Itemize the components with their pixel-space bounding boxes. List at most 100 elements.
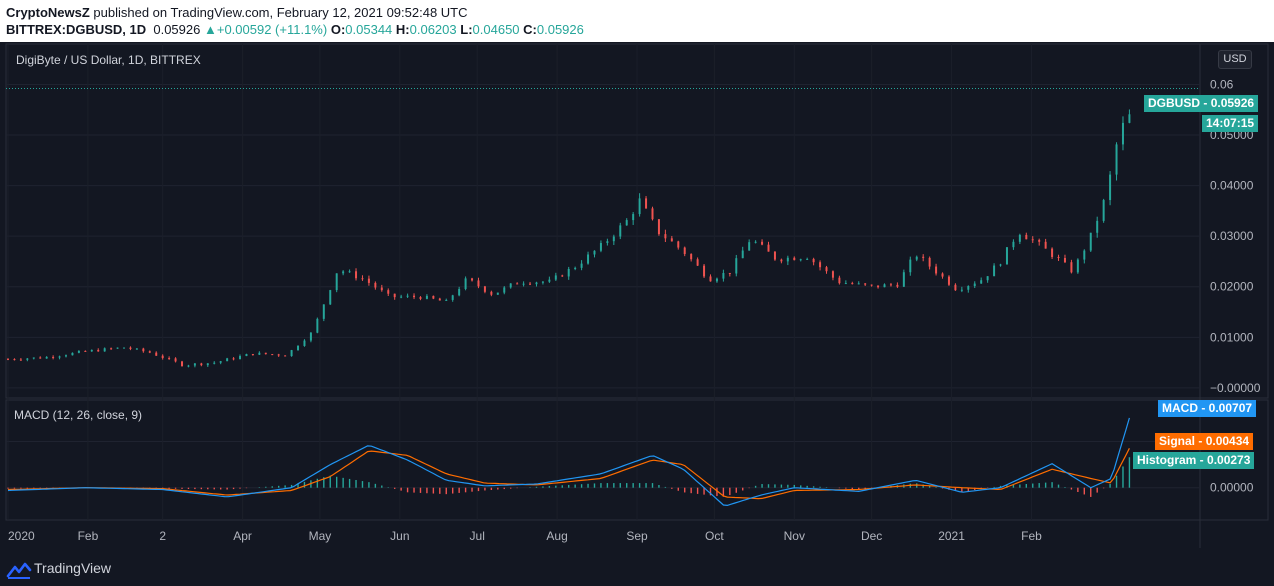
candle-body (309, 332, 312, 341)
candle-body (541, 281, 544, 283)
candle-body (277, 354, 280, 356)
candle-body (148, 351, 151, 353)
candle-body (1018, 234, 1021, 242)
candle-body (838, 277, 841, 284)
macd-legend: MACD (12, 26, close, 9) (14, 408, 143, 422)
candle-body (239, 356, 242, 360)
symbol-label: BITTREX:DGBUSD, 1D (6, 22, 147, 37)
signal-line (7, 448, 1130, 500)
candle-body (490, 291, 493, 295)
candle-body (129, 347, 132, 349)
candle-body (922, 256, 925, 258)
time-tick-label: Feb (78, 529, 99, 543)
close-label: C: (523, 22, 537, 37)
price-tick-label: 0.01000 (1210, 330, 1254, 344)
candle-body (213, 362, 216, 364)
candle-body (606, 241, 609, 244)
candle-body (851, 283, 854, 285)
candle-body (348, 271, 351, 273)
candle-body (142, 348, 145, 352)
histogram-tag: Histogram - 0.00273 (1133, 452, 1255, 469)
low-label: L: (460, 22, 473, 37)
candle-body (754, 241, 757, 243)
candle-body (303, 340, 306, 346)
price-tick-label: −0.00000 (1210, 381, 1261, 395)
candle-body (168, 358, 171, 360)
candle-body (638, 198, 641, 215)
candle-body (232, 358, 235, 360)
candle-body (574, 267, 577, 269)
candle-body (567, 268, 570, 277)
candle-body (322, 304, 325, 319)
candle-body (593, 250, 596, 255)
candle-body (477, 280, 480, 287)
candle-body (1070, 262, 1073, 273)
candle-body (419, 297, 422, 299)
publisher-name[interactable]: CryptoNewsZ (6, 5, 90, 20)
low-value: 0.04650 (472, 22, 520, 37)
candle-body (174, 358, 177, 362)
tradingview-brand[interactable]: TradingView (34, 560, 112, 576)
candle-body (812, 258, 815, 263)
candle-body (297, 345, 300, 351)
price-tag-value: 0.05926 (1210, 96, 1255, 110)
candle-body (342, 271, 345, 274)
candle-body (1128, 114, 1131, 123)
candle-body (438, 298, 441, 301)
macd-tick-label: 0.00000 (1210, 481, 1254, 495)
macd-tag-name: MACD (1162, 401, 1198, 415)
ohlc-line: BITTREX:DGBUSD, 1D 0.05926 ▲+0.00592 (+1… (6, 22, 584, 37)
candle-body (58, 356, 61, 358)
time-tick-label: May (309, 529, 332, 543)
time-tick-label: Sep (626, 529, 648, 543)
candle-body (26, 358, 29, 360)
candle-body (522, 283, 525, 285)
candle-body (1063, 257, 1066, 263)
price-tick-label: 0.04000 (1210, 179, 1254, 193)
candle-body (84, 350, 87, 352)
candle-body (161, 355, 164, 359)
candle-body (496, 292, 499, 295)
tradingview-logo-icon[interactable] (6, 560, 32, 580)
candle-body (657, 219, 660, 235)
candle-body (844, 283, 847, 285)
time-tick-label: Apr (233, 529, 252, 543)
candle-body (464, 278, 467, 290)
candle-body (870, 284, 873, 286)
histogram-tag-value: 0.00273 (1207, 453, 1251, 467)
candle-body (999, 264, 1002, 266)
price-tag: DGBUSD - 0.05926 (1144, 95, 1259, 112)
candle-body (535, 282, 538, 285)
candle-body (1038, 239, 1041, 242)
candle-body (458, 289, 461, 296)
candle-body (445, 299, 448, 301)
candle-body (264, 352, 267, 355)
candle-body (967, 286, 970, 290)
candle-body (619, 225, 622, 237)
candle-body (193, 363, 196, 366)
candle-body (831, 271, 834, 278)
candle-body (1096, 220, 1099, 233)
histogram-tag-name: Histogram (1137, 453, 1197, 467)
candle-body (935, 266, 938, 274)
price-chart[interactable]: 0.060.050000.040000.030000.020000.01000−… (0, 42, 1274, 556)
candle-body (361, 278, 364, 280)
high-label: H: (395, 22, 410, 37)
candle-body (1031, 239, 1034, 241)
signal-tag: Signal - 0.00434 (1155, 433, 1254, 450)
candle-body (561, 275, 564, 277)
currency-button[interactable]: USD (1218, 50, 1252, 69)
candle-body (219, 361, 222, 363)
time-tick-label: 2021 (938, 529, 965, 543)
candle-body (413, 295, 416, 298)
candle-body (387, 290, 390, 294)
candle-body (786, 257, 789, 262)
candle-body (200, 363, 203, 366)
candle-body (664, 234, 667, 239)
time-tick-label: Jul (470, 529, 485, 543)
candle-body (380, 287, 383, 291)
candle-body (329, 290, 332, 305)
candle-body (1089, 232, 1092, 251)
candle-body (715, 278, 718, 282)
time-tick-label: Feb (1021, 529, 1042, 543)
